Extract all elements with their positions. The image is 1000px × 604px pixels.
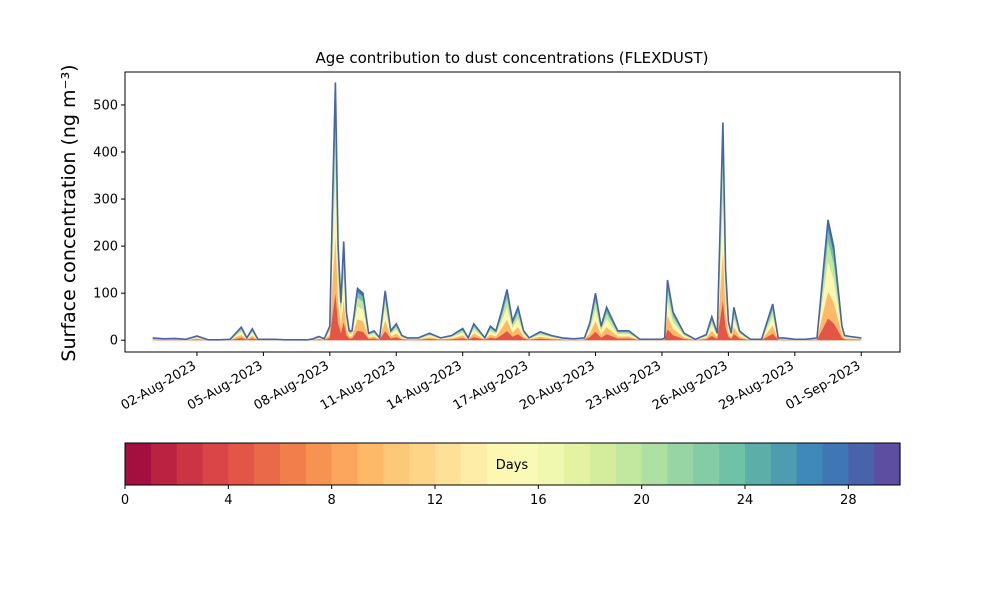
colorbar-segment	[667, 443, 694, 485]
plot-frame	[124, 71, 901, 353]
age-layer-mid-young	[152, 172, 862, 341]
y-tick-label: 100	[93, 287, 118, 302]
y-tick-label: 200	[93, 240, 118, 255]
colorbar-segment	[460, 443, 488, 485]
colorbar-segment	[228, 443, 255, 485]
colorbar-segment	[848, 443, 875, 485]
colorbar-segment	[176, 443, 204, 485]
colorbar-segment	[590, 443, 617, 485]
colorbar-segment	[615, 443, 643, 485]
chart-title: Age contribution to dust concentrations …	[316, 49, 709, 67]
colorbar: 0 4 8 12 16 20 24 28	[121, 442, 901, 508]
colorbar-tick-label: 4	[224, 493, 232, 508]
age-layer-young	[152, 237, 862, 341]
colorbar-segment	[383, 443, 410, 485]
colorbar-segment	[641, 443, 669, 485]
colorbar-segment	[357, 443, 384, 485]
y-tick-label: 400	[93, 146, 118, 161]
colorbar-tick-label: 8	[328, 493, 336, 508]
x-tick-label: 29-Aug-2023	[716, 358, 796, 413]
y-axis-label: Surface concentration (ng m⁻³)	[58, 64, 80, 361]
colorbar-segment	[486, 443, 514, 485]
colorbar-segment	[435, 443, 462, 485]
colorbar-segment	[125, 443, 152, 485]
plot-area: 010020030040050002-Aug-202305-Aug-202308…	[93, 71, 901, 414]
y-tick-label: 0	[110, 334, 118, 349]
colorbar-segment	[512, 443, 539, 485]
colorbar-segment	[874, 443, 901, 485]
colorbar-tick-label: 20	[633, 493, 650, 508]
colorbar-segment	[745, 443, 772, 485]
colorbar-label: Days	[496, 458, 529, 473]
colorbar-segment	[305, 443, 333, 485]
colorbar-segment	[150, 443, 178, 485]
colorbar-tick-label: 28	[840, 493, 857, 508]
colorbar-segment	[719, 443, 746, 485]
y-tick-label: 300	[93, 193, 118, 208]
colorbar-segment	[693, 443, 720, 485]
colorbar-segment	[770, 443, 798, 485]
colorbar-tick-label: 24	[737, 493, 754, 508]
total-concentration-line	[152, 82, 862, 341]
colorbar-segment	[331, 443, 359, 485]
colorbar-tick-label: 12	[427, 493, 444, 508]
y-tick-label: 500	[93, 98, 118, 113]
colorbar-segment	[254, 443, 281, 485]
colorbar-segment	[280, 443, 307, 485]
x-tick-label: 01-Sep-2023	[783, 358, 863, 413]
colorbar-segment	[202, 443, 229, 485]
colorbar-segment	[564, 443, 591, 485]
colorbar-segment	[538, 443, 565, 485]
colorbar-frame	[124, 442, 901, 486]
colorbar-tick-label: 16	[530, 493, 547, 508]
colorbar-segment	[409, 443, 436, 485]
colorbar-tick-label: 0	[121, 493, 129, 508]
colorbar-segment	[822, 443, 849, 485]
colorbar-segment	[796, 443, 824, 485]
